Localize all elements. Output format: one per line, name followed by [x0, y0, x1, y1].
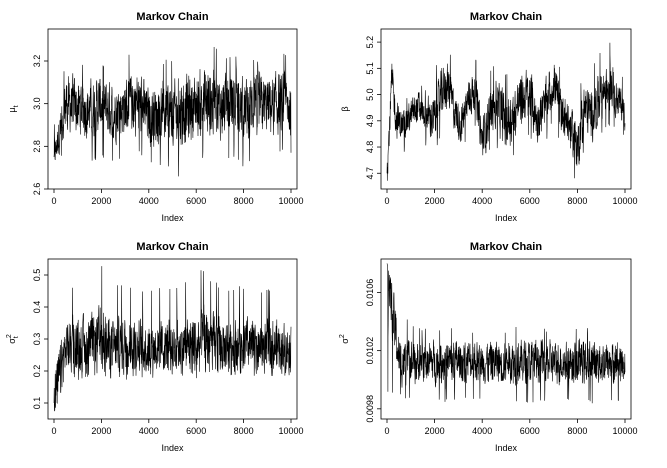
- x-axis-label: Index: [161, 443, 184, 453]
- plot-frame: [47, 28, 298, 190]
- x-tick-label: 6000: [520, 426, 540, 436]
- x-axis-label: Index: [495, 443, 518, 453]
- x-tick-label: 2000: [91, 196, 111, 206]
- y-tick-label: 0.0098: [365, 395, 375, 423]
- x-tick-label: 6000: [186, 426, 206, 436]
- panel-4: Markov Chain 0 2000 4000 6000 8000 10000 0.0098…: [339, 241, 638, 453]
- y-tick-label: 4.8: [365, 141, 375, 154]
- x-tick-label: 2000: [425, 426, 445, 436]
- x-tick-label: 6000: [520, 196, 540, 206]
- y-tick-label: 0.4: [32, 301, 42, 314]
- plot-frame: [380, 258, 632, 420]
- y-tick-label: 0.0106: [365, 279, 375, 307]
- y-tick-label: 5.2: [365, 36, 375, 49]
- y-tick-label: 0.1: [32, 397, 42, 410]
- y-tick-label: 0.0102: [365, 337, 375, 365]
- y-tick-label: 5.0: [365, 88, 375, 101]
- x-tick-label: 0: [384, 426, 389, 436]
- x-tick-label: 4000: [472, 426, 492, 436]
- x-tick-label: 10000: [612, 196, 637, 206]
- plot-frame: [380, 28, 632, 190]
- y-tick-label: 3.0: [32, 97, 42, 110]
- y-axis-label: μt: [7, 105, 20, 112]
- y-tick-label: 4.9: [365, 115, 375, 128]
- y-tick-label: 4.7: [365, 167, 375, 180]
- x-tick-label: 8000: [567, 196, 587, 206]
- x-tick-label: 4000: [139, 196, 159, 206]
- y-axis-label: β: [340, 106, 350, 111]
- panel-title: Markov Chain: [470, 241, 542, 253]
- x-tick-label: 0: [384, 196, 389, 206]
- x-tick-label: 0: [51, 426, 56, 436]
- x-tick-label: 8000: [567, 426, 587, 436]
- x-tick-label: 8000: [234, 426, 254, 436]
- y-axis-label: σ2t: [6, 334, 20, 344]
- x-tick-label: 10000: [612, 426, 637, 436]
- x-tick-label: 2000: [425, 196, 445, 206]
- panel-2: Markov Chain 0 2000 4000 6000 8000 10000 4.7 4.8…: [340, 11, 638, 223]
- panel-title: Markov Chain: [470, 11, 542, 23]
- y-tick-label: 0.2: [32, 365, 42, 378]
- y-tick-label: 0.3: [32, 333, 42, 346]
- trace-line: [53, 46, 292, 177]
- y-tick-label: 0.5: [32, 269, 42, 282]
- x-tick-label: 0: [51, 196, 56, 206]
- x-tick-label: 4000: [139, 426, 159, 436]
- trace-line: [386, 263, 626, 404]
- y-tick-label: 5.1: [365, 62, 375, 75]
- trace-line: [386, 42, 626, 181]
- y-tick-label: 2.6: [32, 183, 42, 196]
- x-tick-label: 6000: [186, 196, 206, 206]
- panel-3: Markov Chain 0 2000 4000 6000 8000 10000 0.1 0.2…: [6, 241, 304, 453]
- panel-title: Markov Chain: [136, 241, 208, 253]
- trace-line: [53, 266, 292, 412]
- panel-1: Markov Chain 0 2000 4000 6000 8000 10000 2.6 2.8…: [7, 11, 304, 223]
- x-tick-label: 2000: [91, 426, 111, 436]
- y-axis-label: σ2: [339, 334, 350, 344]
- x-axis-label: Index: [161, 213, 184, 223]
- x-tick-label: 8000: [234, 196, 254, 206]
- panel-title: Markov Chain: [136, 11, 208, 23]
- x-tick-label: 10000: [278, 196, 303, 206]
- x-tick-label: 10000: [278, 426, 303, 436]
- y-tick-label: 2.8: [32, 140, 42, 153]
- x-tick-label: 4000: [472, 196, 492, 206]
- x-axis-label: Index: [495, 213, 518, 223]
- y-tick-label: 3.2: [32, 55, 42, 68]
